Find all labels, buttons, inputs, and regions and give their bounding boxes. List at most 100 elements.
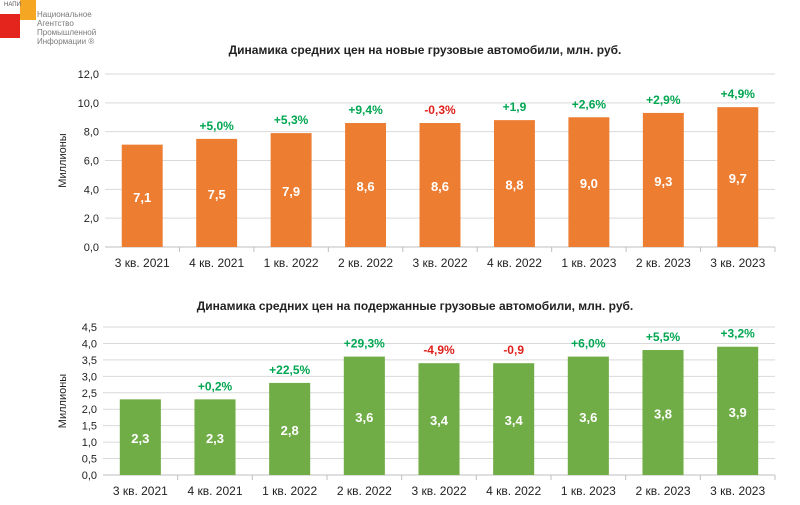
bar-value-label: 7,5 bbox=[208, 187, 226, 202]
bar bbox=[493, 120, 535, 247]
y-axis-title: Миллионы bbox=[57, 133, 69, 187]
change-label: +2,9% bbox=[646, 93, 681, 107]
y-tick-label: 2,0 bbox=[84, 213, 99, 225]
change-label: +2,6% bbox=[572, 97, 607, 111]
y-tick-label: 3,5 bbox=[82, 355, 97, 367]
change-label: -0,3% bbox=[424, 103, 456, 117]
x-tick-label: 4 кв. 2022 bbox=[486, 484, 541, 498]
bar bbox=[419, 123, 461, 247]
change-label: +6,0% bbox=[571, 337, 606, 351]
bar-value-label: 3,6 bbox=[579, 410, 597, 425]
logo-line: Промышленной bbox=[37, 28, 97, 37]
bar bbox=[642, 350, 684, 475]
change-label: +22,5% bbox=[269, 363, 310, 377]
x-tick-label: 4 кв. 2021 bbox=[189, 256, 244, 270]
y-tick-label: 0,0 bbox=[84, 242, 99, 254]
y-tick-label: 1,0 bbox=[82, 437, 97, 449]
bar-value-label: 3,8 bbox=[654, 407, 672, 422]
bar-value-label: 3,6 bbox=[355, 410, 373, 425]
change-label: +9,4% bbox=[348, 103, 383, 117]
bar bbox=[418, 363, 460, 475]
bar-value-label: 8,8 bbox=[505, 178, 523, 193]
y-tick-label: 3,0 bbox=[82, 371, 97, 383]
y-tick-label: 10,0 bbox=[78, 98, 99, 110]
y-tick-label: 8,0 bbox=[84, 127, 99, 139]
bar-value-label: 7,9 bbox=[282, 184, 300, 199]
change-label: +3,2% bbox=[720, 327, 755, 341]
bar-value-label: 7,1 bbox=[133, 190, 151, 205]
y-tick-label: 4,5 bbox=[82, 322, 97, 334]
change-label: -0,9 bbox=[503, 343, 524, 357]
bar bbox=[121, 144, 163, 247]
change-label: +1,9 bbox=[503, 100, 527, 114]
y-tick-label: 4,0 bbox=[82, 338, 97, 350]
change-label: +29,3% bbox=[344, 337, 385, 351]
y-tick-label: 4,0 bbox=[84, 184, 99, 196]
y-tick-label: 12,0 bbox=[78, 69, 99, 81]
x-tick-label: 4 кв. 2022 bbox=[487, 256, 542, 270]
x-tick-label: 3 кв. 2023 bbox=[710, 256, 765, 270]
bar bbox=[269, 382, 311, 475]
x-tick-label: 3 кв. 2022 bbox=[412, 484, 467, 498]
bar-value-label: 8,6 bbox=[431, 179, 449, 194]
logo-line: Информации ® bbox=[37, 37, 95, 46]
bar-value-label: 2,3 bbox=[131, 431, 149, 446]
x-tick-label: 3 кв. 2022 bbox=[413, 256, 468, 270]
change-label: +5,5% bbox=[646, 330, 681, 344]
chart-used-trucks: 0,0 0,5 1,0 1,5 2,0 2,5 3,0 3,5 4,0 4,5 Миллионы 2,… bbox=[57, 322, 776, 498]
logo-orange-square bbox=[20, 0, 36, 20]
y-tick-label: 0,5 bbox=[82, 454, 97, 466]
y-tick-label: 1,5 bbox=[82, 421, 97, 433]
x-tick-label: 3 кв. 2021 bbox=[113, 484, 168, 498]
logo-text: Национальное Агентство Промышленной Инфо… bbox=[37, 10, 96, 46]
bar-value-label: 2,8 bbox=[281, 423, 299, 438]
bar-value-label: 2,3 bbox=[206, 431, 224, 446]
bar-value-label: 3,4 bbox=[430, 413, 449, 428]
bar-value-label: 9,0 bbox=[580, 176, 598, 191]
logo-abbreviation: НАПИ bbox=[4, 2, 21, 8]
x-tick-label: 3 кв. 2023 bbox=[710, 484, 765, 498]
x-tick-label: 4 кв. 2021 bbox=[188, 484, 243, 498]
bar-value-label: 9,3 bbox=[654, 174, 672, 189]
logo-line: Агентство bbox=[37, 19, 74, 28]
logo-red-square bbox=[0, 14, 20, 38]
x-tick-label: 1 кв. 2022 bbox=[264, 256, 319, 270]
change-label: +5,3% bbox=[274, 113, 309, 127]
bar bbox=[567, 356, 609, 475]
bar-value-label: 3,4 bbox=[505, 413, 524, 428]
chart-title-used-trucks: Динамика средних цен на подержанные груз… bbox=[196, 299, 634, 313]
napi-logo: НАПИ Национальное Агентство Промышленной… bbox=[0, 0, 130, 60]
bar bbox=[717, 107, 759, 248]
change-label: +4,9% bbox=[721, 87, 756, 101]
x-tick-label: 1 кв. 2022 bbox=[262, 484, 317, 498]
bar-value-label: 3,9 bbox=[729, 405, 747, 420]
change-label: +0,2% bbox=[198, 379, 233, 393]
bar bbox=[196, 138, 238, 247]
bar bbox=[194, 399, 236, 475]
bar bbox=[345, 123, 387, 247]
x-tick-label: 2 кв. 2022 bbox=[337, 484, 392, 498]
bar bbox=[119, 399, 161, 475]
y-tick-label: 6,0 bbox=[84, 156, 99, 168]
bar bbox=[642, 112, 684, 247]
x-tick-label: 2 кв. 2023 bbox=[636, 484, 691, 498]
x-tick-label: 3 кв. 2021 bbox=[115, 256, 170, 270]
x-tick-label: 1 кв. 2023 bbox=[561, 256, 616, 270]
bar bbox=[343, 356, 385, 475]
y-tick-label: 2,0 bbox=[82, 404, 97, 416]
x-tick-label: 2 кв. 2022 bbox=[338, 256, 393, 270]
x-tick-label: 1 кв. 2023 bbox=[561, 484, 616, 498]
bar bbox=[717, 346, 759, 475]
x-tick-label: 2 кв. 2023 bbox=[636, 256, 691, 270]
chart-title-new-trucks: Динамика средних цен на новые грузовые а… bbox=[228, 43, 622, 57]
y-tick-label: 0,0 bbox=[82, 470, 97, 482]
change-label: +5,0% bbox=[199, 119, 234, 133]
y-axis-title: Миллионы bbox=[57, 374, 69, 428]
bar-value-label: 9,7 bbox=[729, 171, 747, 186]
bar bbox=[270, 133, 312, 247]
logo-line: Национальное bbox=[37, 10, 92, 19]
bar-value-label: 8,6 bbox=[357, 179, 375, 194]
bar bbox=[493, 363, 535, 475]
y-tick-label: 2,5 bbox=[82, 388, 97, 400]
bar bbox=[568, 117, 610, 247]
